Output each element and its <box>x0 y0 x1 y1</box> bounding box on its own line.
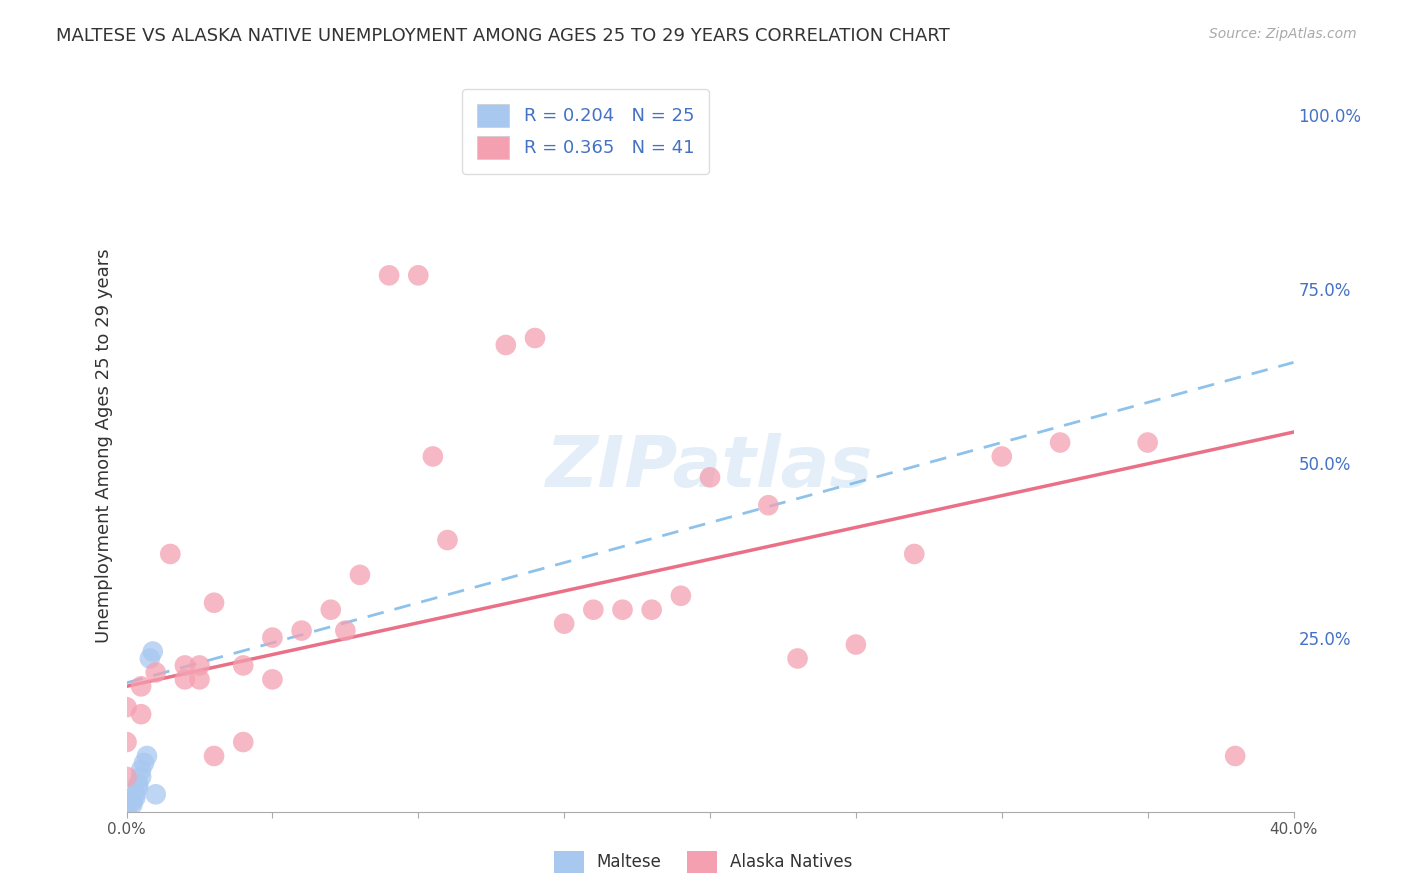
Point <box>290 624 312 638</box>
Point <box>262 631 284 645</box>
Point <box>139 651 162 665</box>
Point <box>202 749 225 764</box>
Point <box>132 756 155 770</box>
Point <box>640 603 664 617</box>
Point <box>129 770 152 784</box>
Point <box>756 498 779 512</box>
Point <box>436 533 458 547</box>
Point <box>115 770 138 784</box>
Point <box>129 679 152 693</box>
Point <box>142 644 165 658</box>
Y-axis label: Unemployment Among Ages 25 to 29 years: Unemployment Among Ages 25 to 29 years <box>94 249 112 643</box>
Point <box>115 803 138 817</box>
Point <box>699 470 721 484</box>
Point <box>495 338 517 352</box>
Point <box>129 763 152 777</box>
Point <box>121 797 143 812</box>
Point <box>990 450 1012 464</box>
Point <box>115 805 138 819</box>
Point <box>129 707 152 722</box>
Point <box>124 787 146 801</box>
Point <box>115 735 138 749</box>
Point <box>1049 435 1071 450</box>
Point <box>174 658 197 673</box>
Point <box>378 268 401 283</box>
Legend: R = 0.204   N = 25, R = 0.365   N = 41: R = 0.204 N = 25, R = 0.365 N = 41 <box>463 89 709 174</box>
Point <box>582 603 605 617</box>
Point <box>188 658 211 673</box>
Text: Source: ZipAtlas.com: Source: ZipAtlas.com <box>1209 27 1357 41</box>
Point <box>669 589 692 603</box>
Point <box>408 268 430 283</box>
Point <box>232 658 254 673</box>
Point <box>524 331 547 345</box>
Point <box>553 616 575 631</box>
Text: MALTESE VS ALASKA NATIVE UNEMPLOYMENT AMONG AGES 25 TO 29 YEARS CORRELATION CHAR: MALTESE VS ALASKA NATIVE UNEMPLOYMENT AM… <box>56 27 950 45</box>
Point <box>349 567 371 582</box>
Text: ZIPatlas: ZIPatlas <box>547 434 873 502</box>
Point <box>127 780 149 795</box>
Point <box>127 777 149 791</box>
Point <box>121 790 143 805</box>
Point <box>115 800 138 814</box>
Point <box>159 547 181 561</box>
Point <box>202 596 225 610</box>
Point <box>115 797 138 812</box>
Point <box>136 749 159 764</box>
Point <box>121 794 143 808</box>
Point <box>124 790 146 805</box>
Point <box>422 450 444 464</box>
Point <box>335 624 357 638</box>
Point <box>145 665 167 680</box>
Point <box>115 801 138 815</box>
Point <box>845 638 868 652</box>
Point <box>786 651 808 665</box>
Point <box>115 805 138 819</box>
Point <box>115 801 138 815</box>
Point <box>115 799 138 814</box>
Point <box>115 700 138 714</box>
Point <box>232 735 254 749</box>
Point <box>174 673 197 687</box>
Point <box>115 803 138 817</box>
Point <box>115 798 138 813</box>
Point <box>188 673 211 687</box>
Point <box>145 787 167 801</box>
Legend: Maltese, Alaska Natives: Maltese, Alaska Natives <box>547 845 859 880</box>
Point <box>319 603 342 617</box>
Point <box>903 547 925 561</box>
Point <box>115 805 138 819</box>
Point <box>612 603 634 617</box>
Point <box>1223 749 1246 764</box>
Point <box>1136 435 1159 450</box>
Point <box>262 673 284 687</box>
